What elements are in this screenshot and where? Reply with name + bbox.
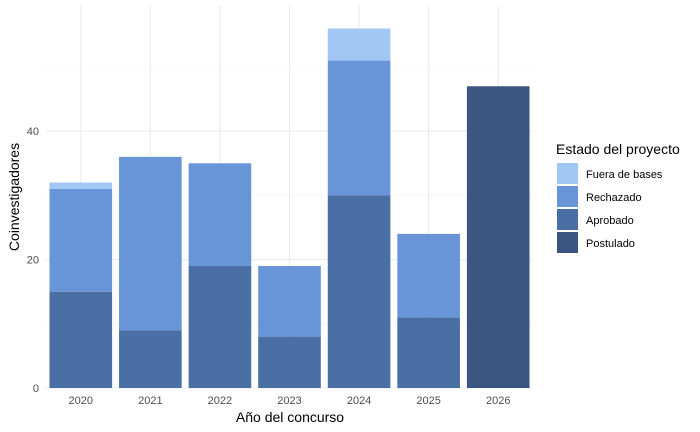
legend-swatch (557, 186, 578, 207)
x-tick-label: 2020 (69, 395, 93, 407)
legend-title: Estado del proyecto (556, 141, 680, 157)
bar-fuera-de-bases-2020 (49, 182, 113, 189)
bar-aprobado-2022 (188, 266, 252, 388)
tick-labels: 0 20 40 2020 2021 2022 2023 2024 2025 2026 (27, 126, 511, 407)
legend-swatch (557, 232, 578, 253)
y-tick-label: 20 (27, 255, 39, 267)
bar-fuera-de-bases-2024 (327, 28, 391, 61)
x-tick-label: 2021 (138, 395, 162, 407)
legend-label: Rechazado (586, 192, 642, 204)
bar-aprobado-2020 (49, 291, 113, 388)
x-axis-title: Año del concurso (236, 409, 344, 425)
x-tick-label: 2023 (277, 395, 301, 407)
bar-aprobado-2023 (258, 336, 321, 388)
bar-rechazado-2023 (258, 266, 321, 337)
legend-swatch (557, 209, 578, 230)
bar-rechazado-2020 (49, 188, 113, 292)
bar-aprobado-2025 (397, 317, 460, 388)
y-tick-label: 40 (27, 126, 39, 138)
x-tick-label: 2025 (416, 395, 440, 407)
bar-rechazado-2021 (119, 156, 182, 331)
y-axis-title: Coinvestigadores (6, 143, 22, 251)
bars (49, 28, 530, 388)
x-tick-label: 2026 (486, 395, 510, 407)
bar-rechazado-2025 (397, 233, 460, 318)
legend-label: Postulado (586, 238, 635, 250)
x-tick-label: 2024 (347, 395, 371, 407)
legend-label: Fuera de bases (586, 169, 663, 181)
x-tick-label: 2022 (208, 395, 232, 407)
bar-postulado-2026 (466, 86, 530, 388)
y-tick-label: 0 (33, 383, 39, 395)
bar-rechazado-2022 (188, 163, 252, 267)
legend-swatch (557, 163, 578, 184)
bar-aprobado-2024 (327, 195, 391, 388)
legend-label: Aprobado (586, 215, 634, 227)
bar-rechazado-2024 (327, 60, 391, 196)
legend: Estado del proyecto Fuera de bases Rechaz… (556, 141, 680, 253)
bar-aprobado-2021 (119, 330, 182, 388)
